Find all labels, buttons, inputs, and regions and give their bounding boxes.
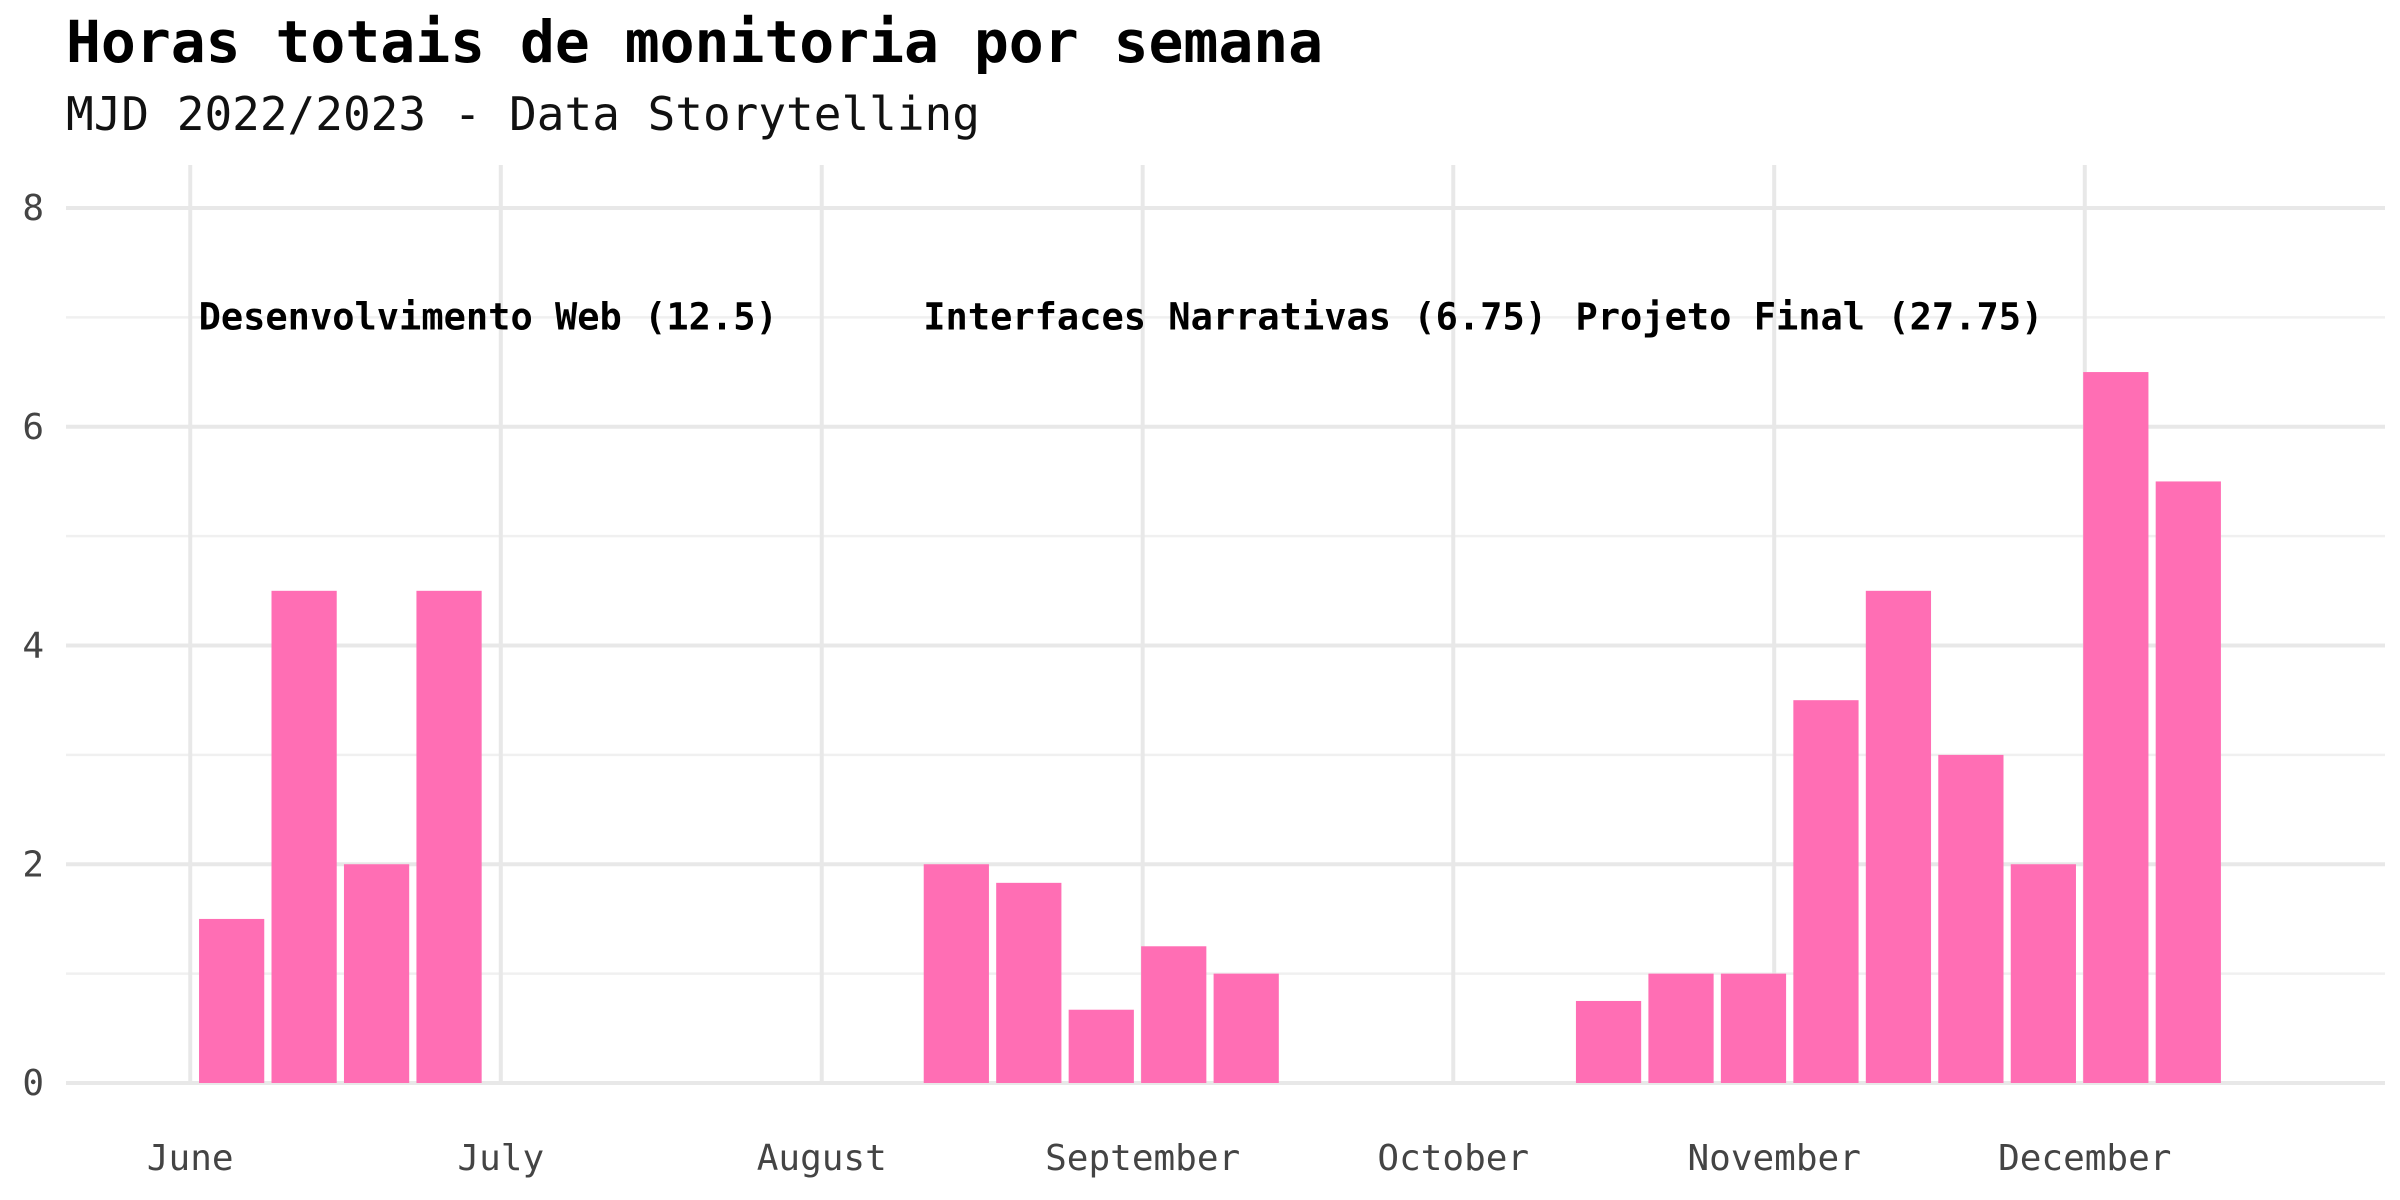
x-axis-ticks: June July August September October November De… [147, 1138, 2172, 1179]
y-tick-label: 0 [22, 1063, 44, 1104]
bar [2083, 372, 2149, 1083]
annotation-label: Desenvolvimento Web (12.5) [199, 295, 778, 338]
bar [1575, 1000, 1642, 1083]
y-tick-label: 8 [22, 188, 44, 229]
bar [1213, 973, 1279, 1083]
bar [343, 864, 410, 1083]
x-tick-label: August [757, 1138, 887, 1179]
y-tick-label: 4 [22, 626, 44, 667]
bar [271, 590, 337, 1083]
bar [199, 918, 265, 1083]
bar [996, 882, 1062, 1083]
bar [2010, 864, 2076, 1083]
annotations: Desenvolvimento Web (12.5) Interfaces Nar… [199, 295, 2044, 338]
x-tick-label: June [147, 1138, 234, 1179]
bar [416, 590, 482, 1083]
bar [1068, 1009, 1134, 1083]
bar [1938, 754, 2004, 1083]
bar [1793, 700, 1859, 1083]
x-tick-label: September [1045, 1138, 1240, 1179]
bar [2155, 481, 2221, 1083]
bar [1648, 973, 1714, 1083]
x-tick-label: December [1998, 1138, 2171, 1179]
annotation-label: Interfaces Narrativas (6.75) [923, 295, 1547, 338]
bar [923, 864, 989, 1083]
bar [1865, 590, 1932, 1083]
x-tick-label: November [1687, 1138, 1860, 1179]
y-tick-label: 6 [22, 407, 44, 448]
y-tick-label: 2 [22, 844, 44, 885]
chart-subtitle: MJD 2022/2023 - Data Storytelling [66, 87, 980, 141]
bars [199, 372, 2221, 1083]
chart-title: Horas totais de monitoria por semana [66, 8, 1323, 76]
annotation-label: Projeto Final (27.75) [1575, 295, 2043, 338]
x-tick-label: October [1377, 1138, 1529, 1179]
bar [1720, 973, 1787, 1083]
x-tick-label: July [457, 1138, 544, 1179]
bar [1141, 946, 1207, 1083]
y-axis-ticks: 0 2 4 6 8 [22, 188, 44, 1104]
